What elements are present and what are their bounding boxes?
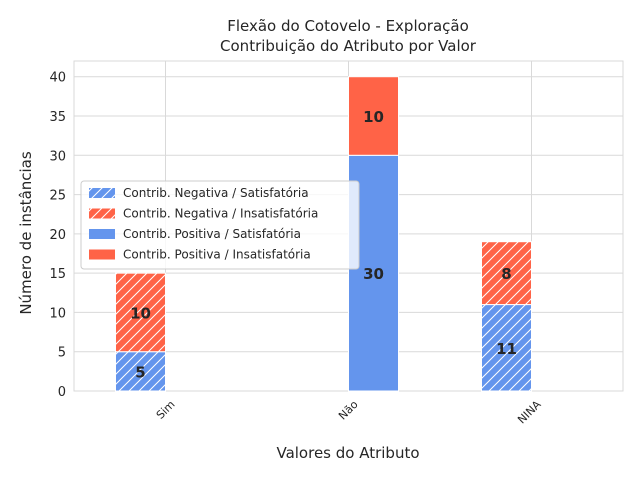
legend-entry: Contrib. Negativa / Insatisfatória <box>123 207 318 221</box>
y-tick-label: 40 <box>49 71 66 86</box>
x-tick-label: Não <box>336 398 361 423</box>
x-tick-label: NINA <box>515 398 544 427</box>
bar-hatch <box>115 273 166 352</box>
y-tick-label: 15 <box>49 267 66 282</box>
bar-value-label: 30 <box>363 265 384 283</box>
bar-hatch <box>481 241 532 305</box>
y-tick-label: 30 <box>49 149 66 164</box>
bar-value-label: 8 <box>501 265 511 283</box>
legend-swatch <box>89 229 115 239</box>
bar-value-label: 10 <box>363 108 384 126</box>
y-axis-label: Número de instâncias <box>17 151 35 315</box>
y-tick-label: 0 <box>58 385 66 400</box>
legend-entry: Contrib. Positiva / Satisfatória <box>123 227 301 241</box>
y-tick-label: 20 <box>49 228 66 243</box>
bar-hatch <box>481 304 532 391</box>
bar-hatch <box>115 351 166 391</box>
y-tick-label: 5 <box>58 346 66 361</box>
legend-swatch-hatch <box>89 188 115 198</box>
x-tick-label: Sim <box>154 398 178 422</box>
legend-entry: Contrib. Negativa / Satisfatória <box>123 186 309 200</box>
bar-segment <box>348 76 399 156</box>
legend-swatch-hatch <box>89 208 115 219</box>
legend: Contrib. Negativa / Satisfatória Contrib.… <box>80 180 360 270</box>
legend-swatch <box>89 249 115 260</box>
legend-entry: Contrib. Positiva / Insatisfatória <box>123 248 311 262</box>
bar-value-label: 10 <box>130 304 151 322</box>
x-axis-label: Valores do Atributo <box>276 444 419 462</box>
chart-subtitle: Contribuição do Atributo por Valor <box>220 37 477 55</box>
legend-frame <box>80 180 360 270</box>
chart-title: Flexão do Cotovelo - Exploração <box>227 17 469 35</box>
y-tick-label: 10 <box>49 306 66 321</box>
bar-value-label: 5 <box>135 363 145 381</box>
bar-value-label: 11 <box>496 340 517 358</box>
y-tick-label: 35 <box>49 110 66 125</box>
y-tick-label: 25 <box>49 189 66 204</box>
